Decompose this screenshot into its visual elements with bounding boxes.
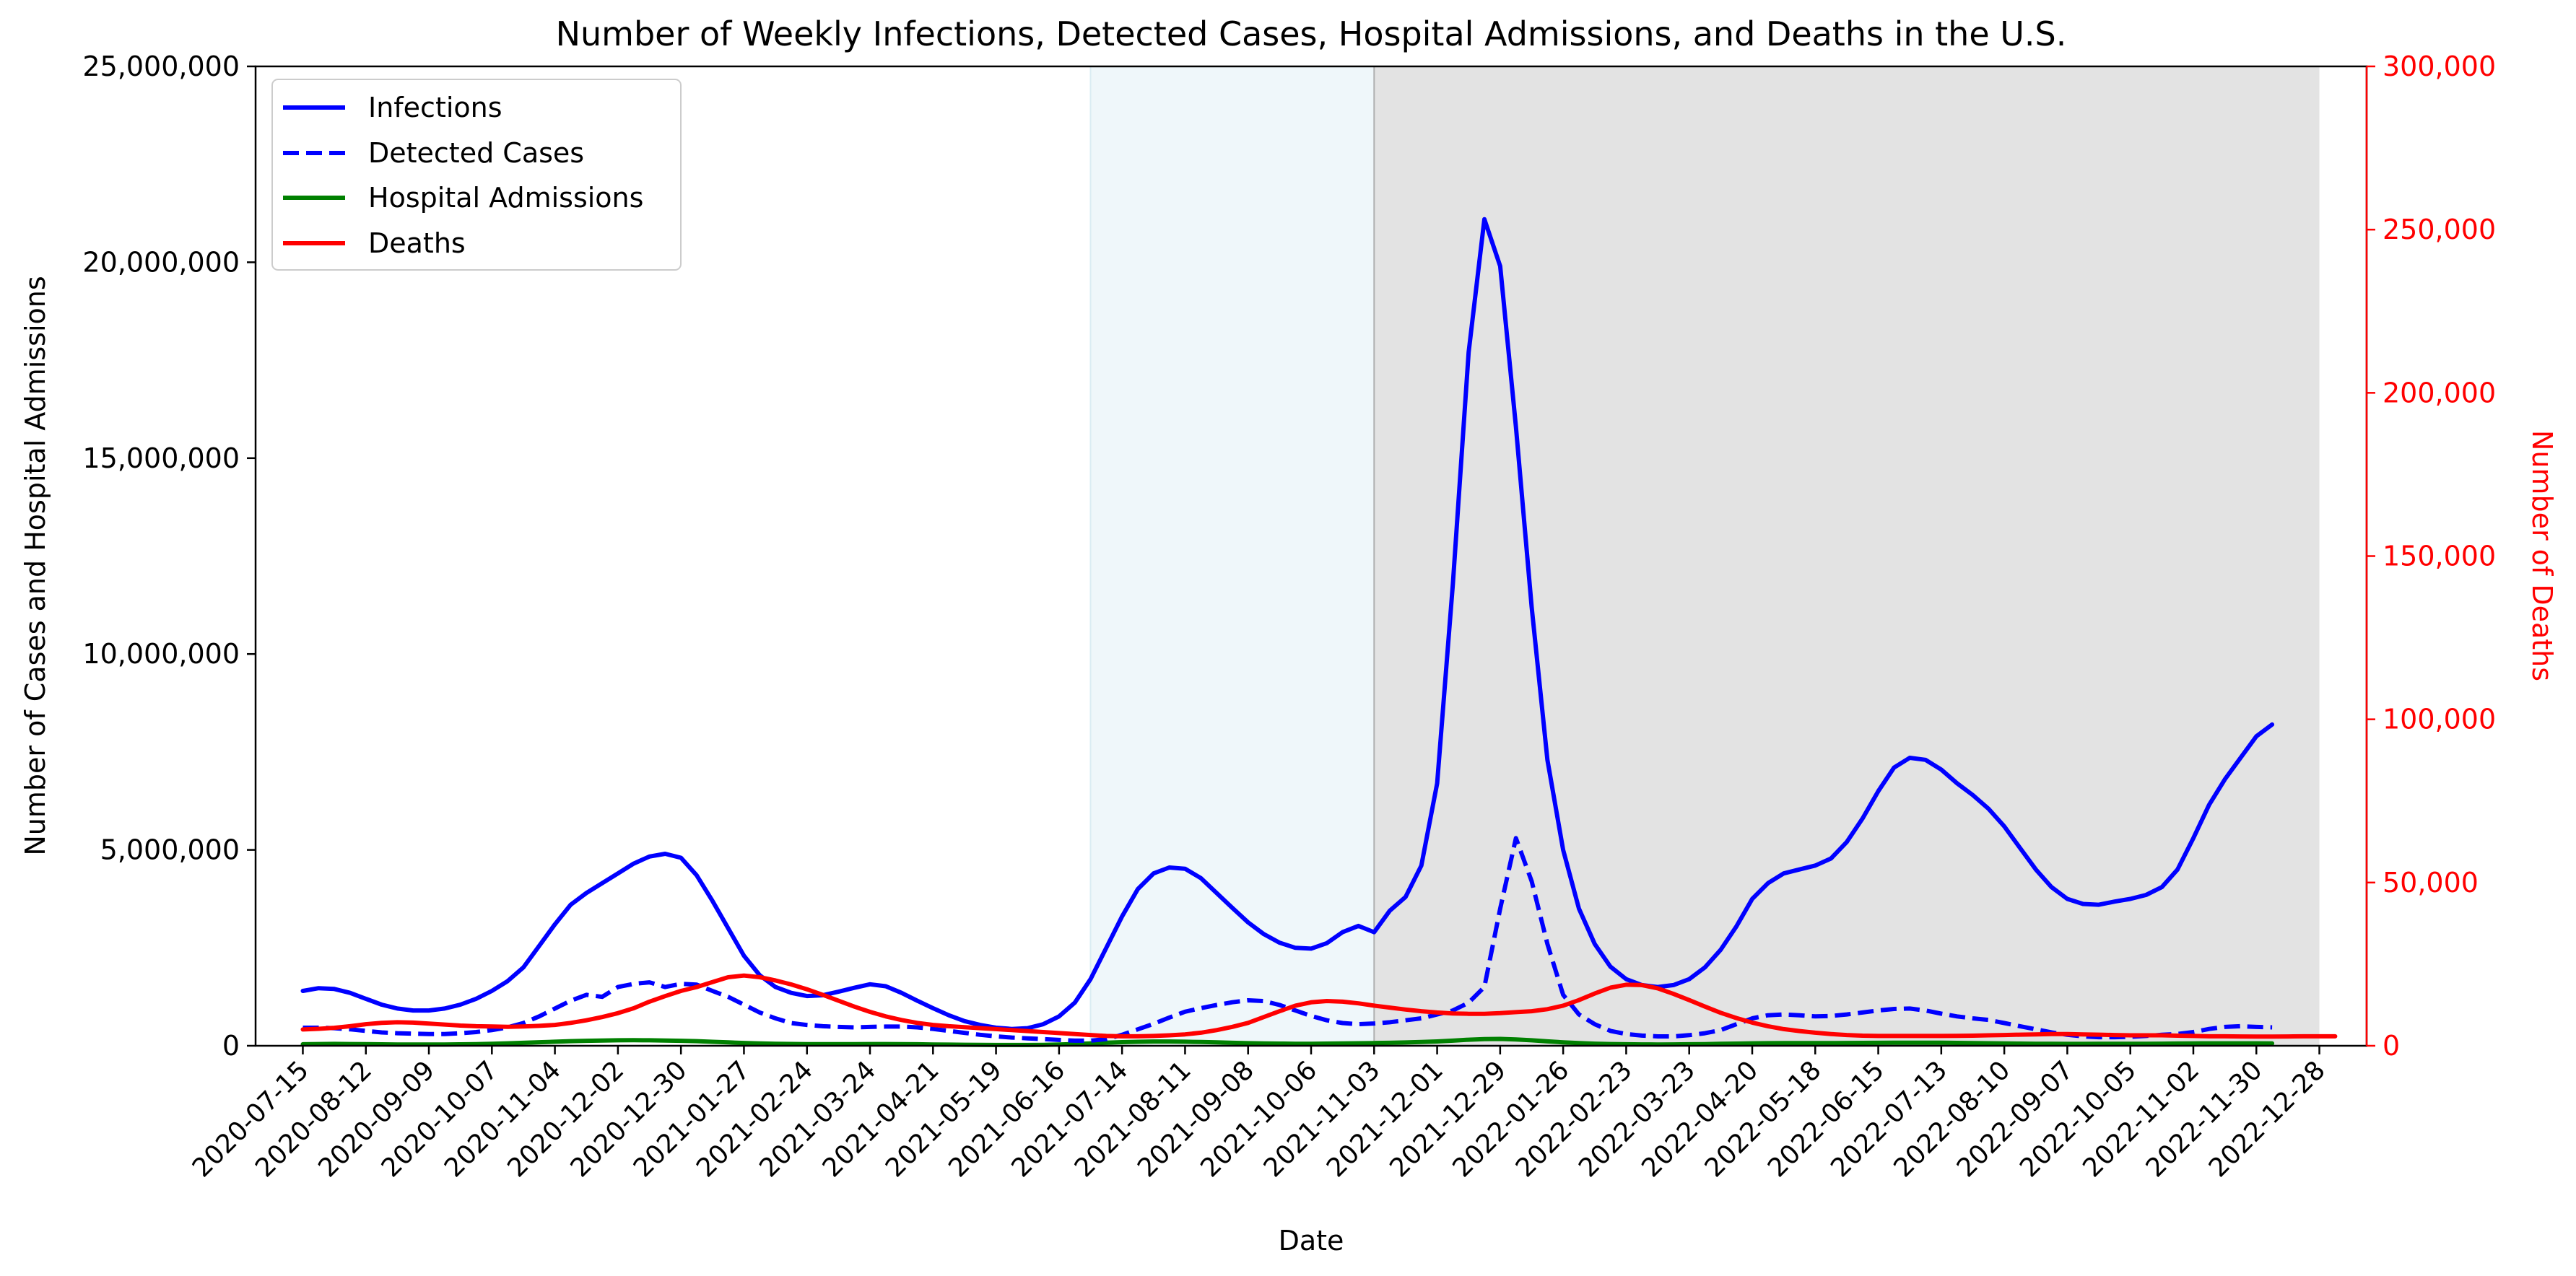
y2-tick-label: 200,000	[2383, 377, 2496, 408]
legend-box	[271, 79, 682, 271]
y-axis-label: Number of Cases and Hospital Admissions	[19, 276, 51, 855]
y2-tick-label: 50,000	[2383, 867, 2479, 899]
y2-tick-label: 0	[2383, 1030, 2400, 1062]
y-tick-label: 20,000,000	[82, 246, 240, 278]
series-line-deaths	[300, 973, 2338, 1039]
shaded-region-1	[1090, 66, 1375, 1046]
legend: Infections Detected Cases Hospital Admis…	[271, 79, 682, 271]
legend-label-hospital-admissions: Hospital Admissions	[368, 182, 643, 214]
y-tick-label: 5,000,000	[100, 834, 240, 866]
y2-tick-label: 100,000	[2383, 704, 2496, 735]
y2-tick-label: 300,000	[2383, 51, 2496, 82]
legend-label-infections: Infections	[368, 92, 502, 123]
y-tick-label: 10,000,000	[82, 638, 240, 670]
series-line-infections	[300, 217, 2275, 1031]
shaded-region-2	[1374, 66, 2320, 1046]
y2-tick-label: 250,000	[2383, 214, 2496, 245]
y-tick-label: 0	[222, 1030, 240, 1062]
chart-title: Number of Weekly Infections, Detected Ca…	[556, 14, 2067, 53]
x-axis-label: Date	[1279, 1225, 1344, 1257]
y2-axis-label: Number of Deaths	[2526, 430, 2558, 681]
series-lines	[300, 217, 2338, 1047]
series-line-detected-cases	[303, 836, 2273, 1043]
y-tick-label: 25,000,000	[82, 51, 240, 82]
legend-label-deaths: Deaths	[368, 227, 466, 259]
y-tick-label: 15,000,000	[82, 442, 240, 474]
legend-label-detected-cases: Detected Cases	[368, 137, 584, 169]
shaded-regions	[1089, 66, 2320, 1046]
series-line-hospital-admissions	[300, 1036, 2275, 1047]
y2-tick-label: 150,000	[2383, 541, 2496, 572]
